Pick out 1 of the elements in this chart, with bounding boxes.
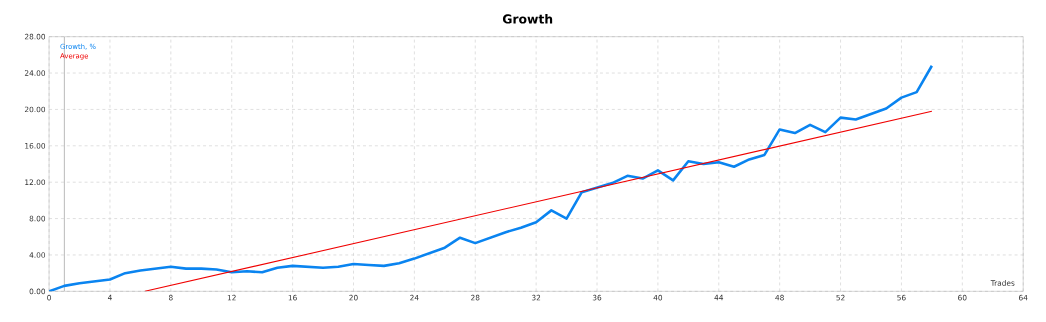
chart-title: Growth bbox=[502, 14, 553, 24]
